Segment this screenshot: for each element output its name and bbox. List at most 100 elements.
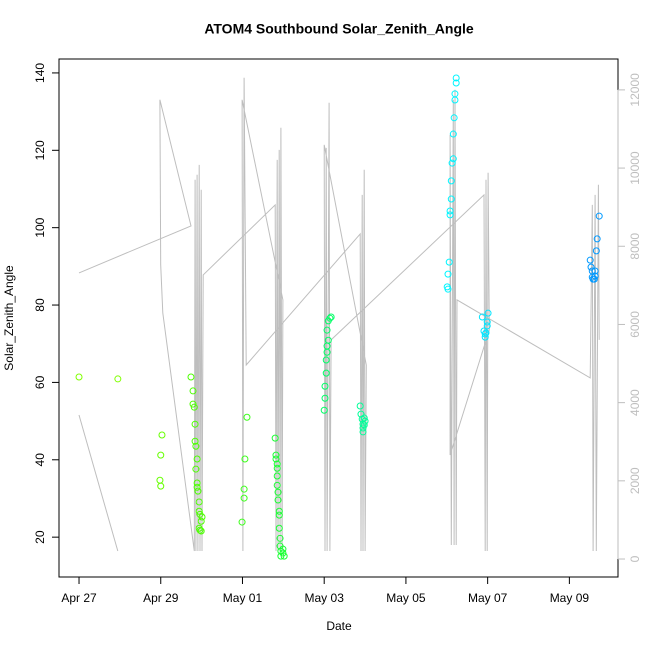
point — [450, 114, 458, 122]
point — [157, 451, 165, 459]
point — [444, 285, 452, 293]
point — [321, 394, 329, 402]
point — [478, 313, 486, 321]
point — [238, 518, 246, 526]
point — [275, 511, 283, 519]
point — [197, 527, 205, 535]
point — [481, 333, 489, 341]
point — [190, 403, 198, 411]
point — [360, 414, 368, 422]
point — [592, 247, 600, 255]
point — [447, 177, 455, 185]
point — [326, 314, 334, 322]
point — [591, 267, 599, 275]
x-tick-label: May 07 — [468, 591, 508, 605]
point — [446, 211, 454, 219]
point — [191, 420, 199, 428]
point — [192, 465, 200, 473]
point — [481, 330, 489, 338]
y2-tick-label: 10000 — [628, 151, 642, 185]
point — [447, 195, 455, 203]
point — [356, 402, 364, 410]
y-tick-label: 60 — [33, 375, 47, 389]
y2-tick-label: 0 — [628, 555, 642, 562]
y2-tick-label: 8000 — [628, 233, 642, 260]
point — [189, 400, 197, 408]
point — [189, 387, 197, 395]
point — [482, 329, 490, 337]
point — [243, 413, 251, 421]
x-tick-label: May 03 — [305, 591, 345, 605]
y2-tick-label: 12000 — [628, 73, 642, 107]
point — [277, 547, 285, 555]
point — [448, 159, 456, 167]
point — [193, 483, 201, 491]
point — [452, 79, 460, 87]
point — [322, 369, 330, 377]
point — [587, 263, 595, 271]
point — [197, 517, 205, 525]
point — [324, 336, 332, 344]
y2-tick-label: 4000 — [628, 389, 642, 416]
point — [196, 526, 204, 534]
point — [279, 549, 287, 557]
altitude-line — [78, 77, 600, 552]
point — [446, 207, 454, 215]
point — [275, 524, 283, 532]
y2-tick-label: 6000 — [628, 311, 642, 338]
point — [361, 417, 369, 425]
point — [240, 494, 248, 502]
point — [272, 455, 280, 463]
point — [75, 373, 83, 381]
point — [273, 460, 281, 468]
y-tick-label: 120 — [33, 140, 47, 160]
point — [445, 258, 453, 266]
point — [449, 130, 457, 138]
chart-title: ATOM4 Southbound Solar_Zenith_Angle — [204, 21, 474, 37]
point — [158, 431, 166, 439]
point — [241, 455, 249, 463]
point — [273, 464, 281, 472]
point — [280, 552, 288, 560]
x-tick-label: Apr 27 — [61, 591, 97, 605]
point — [320, 406, 328, 414]
point — [279, 545, 287, 553]
plot-frame — [58, 58, 619, 578]
y-tick-label: 40 — [33, 453, 47, 467]
x-tick-label: May 05 — [386, 591, 426, 605]
point — [586, 256, 594, 264]
point — [157, 482, 165, 490]
point — [449, 155, 457, 163]
point — [322, 356, 330, 364]
point — [359, 424, 367, 432]
point — [321, 382, 329, 390]
point — [359, 428, 367, 436]
point — [240, 485, 248, 493]
point — [272, 451, 280, 459]
y-tick-label: 100 — [33, 217, 47, 237]
point — [156, 476, 164, 484]
point — [593, 235, 601, 243]
point — [444, 270, 452, 278]
point — [273, 481, 281, 489]
point — [452, 74, 460, 82]
point — [271, 434, 279, 442]
y-axis-title: Solar_Zenith_Angle — [2, 265, 16, 371]
point — [195, 507, 203, 515]
point — [323, 326, 331, 334]
x-tick-label: May 01 — [223, 591, 263, 605]
x-tick-label: May 09 — [550, 591, 590, 605]
point — [590, 275, 598, 283]
point — [275, 507, 283, 515]
point — [198, 513, 206, 521]
y-tick-label: 20 — [33, 530, 47, 544]
point — [273, 472, 281, 480]
point — [327, 313, 335, 321]
point — [114, 375, 122, 383]
point — [192, 442, 200, 450]
point — [591, 272, 599, 280]
point — [193, 455, 201, 463]
point — [483, 318, 491, 326]
point — [360, 421, 368, 429]
